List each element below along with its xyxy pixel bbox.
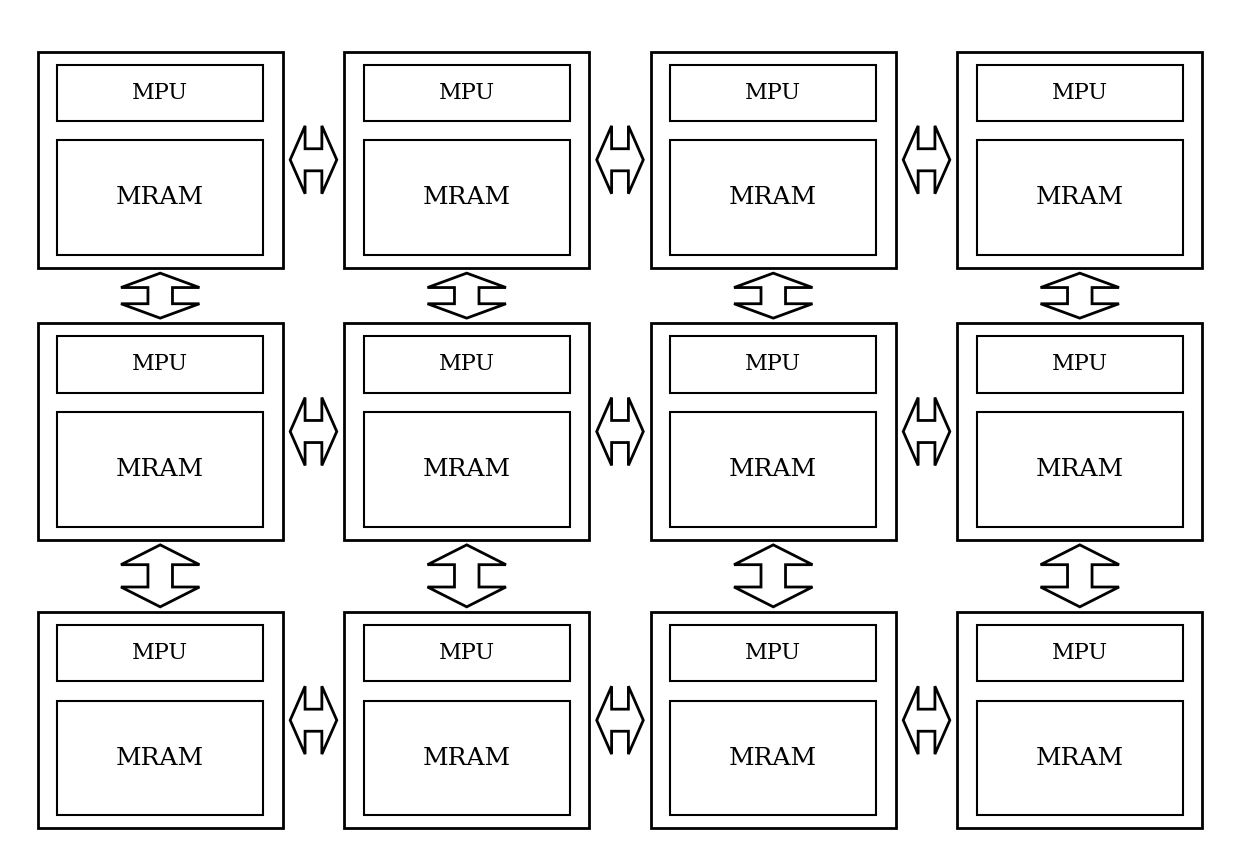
Bar [977, 701, 1183, 816]
Bar [977, 412, 1183, 526]
Text: MRAM: MRAM [1035, 746, 1123, 770]
Bar [345, 324, 589, 539]
Polygon shape [734, 545, 812, 607]
Polygon shape [1040, 545, 1118, 607]
Bar [363, 141, 569, 255]
Bar [651, 324, 895, 539]
Polygon shape [596, 126, 644, 194]
Bar [37, 324, 283, 539]
Polygon shape [903, 126, 950, 194]
Bar [57, 625, 263, 681]
Text: MRAM: MRAM [729, 746, 817, 770]
Bar [977, 141, 1183, 255]
Bar [363, 412, 569, 526]
Text: MPU: MPU [745, 82, 801, 104]
Bar [37, 52, 283, 268]
Text: MRAM: MRAM [117, 186, 205, 209]
Text: MPU: MPU [439, 82, 495, 104]
Text: MRAM: MRAM [117, 458, 205, 481]
Bar [651, 52, 895, 268]
Bar [363, 625, 569, 681]
Bar [57, 701, 263, 816]
Bar [671, 141, 877, 255]
Bar [345, 612, 589, 828]
Bar [57, 337, 263, 393]
Text: MRAM: MRAM [117, 746, 205, 770]
Text: MPU: MPU [1052, 353, 1107, 375]
Text: MRAM: MRAM [423, 458, 511, 481]
Bar [363, 65, 569, 121]
Text: MPU: MPU [133, 353, 188, 375]
Text: MRAM: MRAM [423, 746, 511, 770]
Bar [345, 52, 589, 268]
Text: MPU: MPU [439, 353, 495, 375]
Bar [651, 612, 895, 828]
Bar [37, 612, 283, 828]
Polygon shape [290, 126, 337, 194]
Text: MRAM: MRAM [729, 186, 817, 209]
Text: MRAM: MRAM [423, 186, 511, 209]
Bar [57, 141, 263, 255]
Bar [977, 337, 1183, 393]
Text: MPU: MPU [1052, 642, 1107, 664]
Polygon shape [1040, 274, 1118, 318]
Bar [671, 412, 877, 526]
Polygon shape [428, 545, 506, 607]
Bar [671, 337, 877, 393]
Polygon shape [122, 274, 200, 318]
Text: MPU: MPU [133, 82, 188, 104]
Text: MPU: MPU [1052, 82, 1107, 104]
Polygon shape [903, 398, 950, 465]
Text: MRAM: MRAM [1035, 186, 1123, 209]
Bar [671, 65, 877, 121]
Polygon shape [290, 398, 337, 465]
Bar [363, 701, 569, 816]
Bar [957, 324, 1203, 539]
Text: MPU: MPU [439, 642, 495, 664]
Text: MPU: MPU [745, 353, 801, 375]
Polygon shape [122, 545, 200, 607]
Text: MRAM: MRAM [729, 458, 817, 481]
Bar [671, 701, 877, 816]
Bar [671, 625, 877, 681]
Bar [977, 65, 1183, 121]
Text: MRAM: MRAM [1035, 458, 1123, 481]
Polygon shape [290, 686, 337, 754]
Polygon shape [734, 274, 812, 318]
Bar [977, 625, 1183, 681]
Polygon shape [596, 398, 644, 465]
Bar [57, 65, 263, 121]
Text: MPU: MPU [133, 642, 188, 664]
Bar [363, 337, 569, 393]
Bar [957, 52, 1203, 268]
Text: MPU: MPU [745, 642, 801, 664]
Bar [57, 412, 263, 526]
Polygon shape [428, 274, 506, 318]
Polygon shape [596, 686, 644, 754]
Polygon shape [903, 686, 950, 754]
Bar [957, 612, 1203, 828]
